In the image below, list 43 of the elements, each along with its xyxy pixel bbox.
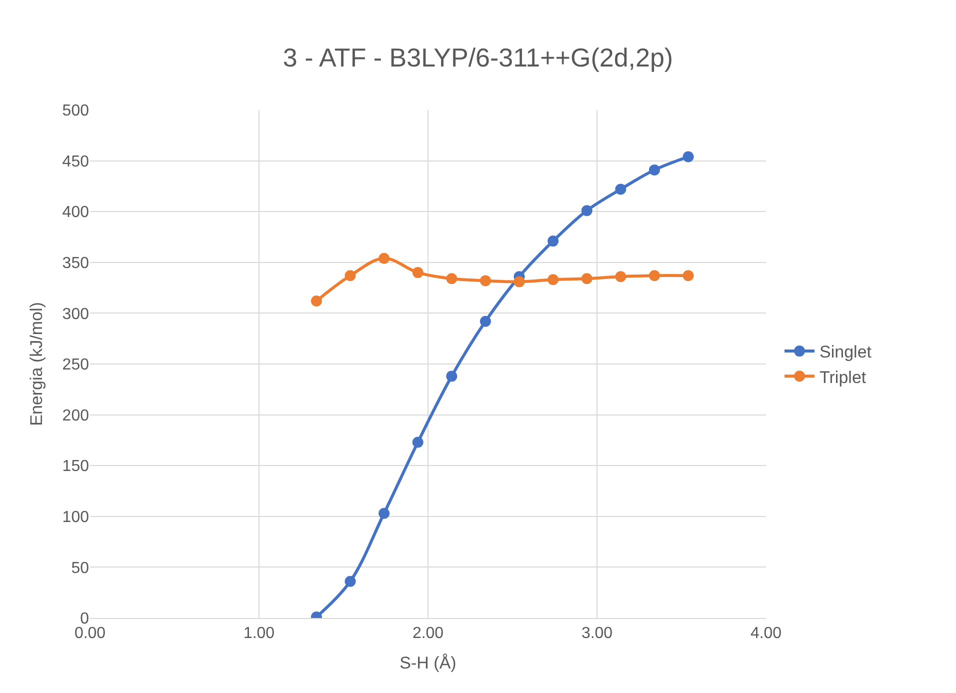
chart-title: 3 - ATF - B3LYP/6-311++G(2d,2p) [282, 42, 674, 73]
x-tick-label: 0.00 [74, 625, 106, 642]
y-axis-title: Energia (kJ/mol) [26, 302, 46, 426]
point [615, 271, 626, 282]
x-tick-label: 4.00 [750, 625, 782, 642]
point [548, 236, 559, 247]
y-tick-label: 450 [62, 153, 90, 170]
point [344, 270, 356, 282]
point [310, 296, 322, 307]
point [344, 576, 356, 587]
point [615, 184, 626, 195]
y-tick-label: 300 [62, 306, 90, 323]
y-tick-label: 100 [62, 509, 90, 526]
y-tick-label: 250 [62, 356, 90, 374]
point [581, 273, 592, 284]
point [378, 508, 390, 519]
point [412, 436, 424, 448]
y-tick-label: 50 [71, 560, 90, 577]
point [682, 270, 694, 282]
legend-label: Triplet [820, 368, 866, 387]
x-tick-label: 2.00 [412, 625, 444, 642]
y-tick-label: 500 [62, 102, 90, 120]
y-tick-label: 350 [62, 255, 90, 272]
y-tick-label: 0 [80, 610, 90, 628]
y-tick-label: 200 [62, 407, 90, 424]
point [480, 275, 491, 286]
x-tick-label: 1.00 [243, 625, 275, 642]
point [378, 252, 390, 264]
point [581, 205, 592, 216]
point [648, 164, 660, 176]
x-tick-label: 3.00 [581, 625, 613, 642]
point [682, 151, 694, 162]
y-tick-label: 400 [62, 204, 90, 222]
point [446, 273, 458, 284]
y-tick-label: 150 [62, 458, 90, 476]
point [412, 267, 424, 278]
point [446, 370, 458, 382]
point [648, 270, 660, 282]
point [514, 276, 525, 288]
point [480, 316, 491, 327]
legend-label: Singlet [820, 342, 872, 362]
point [548, 274, 559, 286]
x-axis-title: S-H (Å) [400, 654, 456, 673]
